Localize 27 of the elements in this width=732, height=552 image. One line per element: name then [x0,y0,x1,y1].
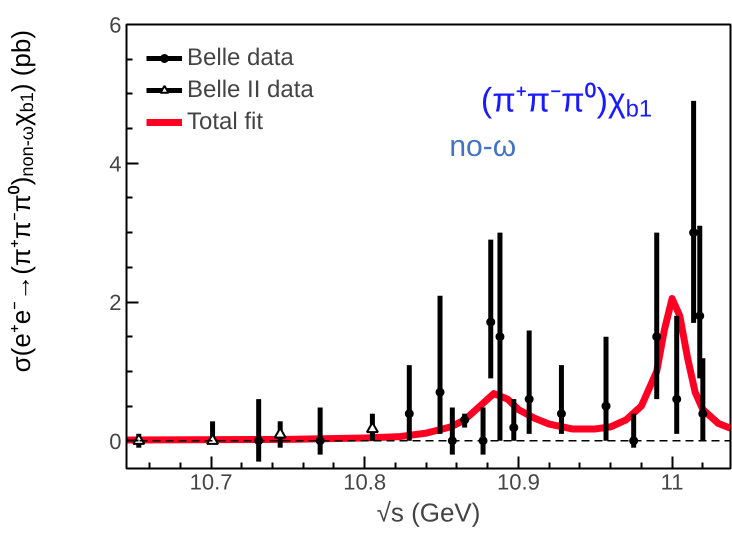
legend-label: Belle II data [187,76,314,104]
y-tick-label: 0 [109,428,122,454]
legend-label: Total fit [187,108,264,136]
legend-label: Belle data [187,44,294,72]
annotation: no-ω [449,130,516,163]
x-tick-label: 10.8 [343,470,386,494]
point [689,228,698,238]
point [652,332,662,342]
x-tick-label: 11 [660,470,684,494]
point [524,394,534,404]
point [404,409,414,418]
point [602,402,611,411]
point [695,311,704,320]
y-tick-label: 6 [109,12,122,38]
y-tick-label: 4 [109,151,122,176]
point [486,318,496,327]
point [495,332,504,342]
point [672,394,682,404]
point [698,409,708,418]
point [460,415,470,424]
point [436,388,445,397]
x-tick-label: 10.7 [190,470,232,494]
x-axis-title: √s (GeV) [376,498,480,528]
y-tick-label: 2 [109,290,122,315]
point [509,423,518,432]
x-tick-label: 10.9 [497,470,540,494]
point [556,409,566,418]
